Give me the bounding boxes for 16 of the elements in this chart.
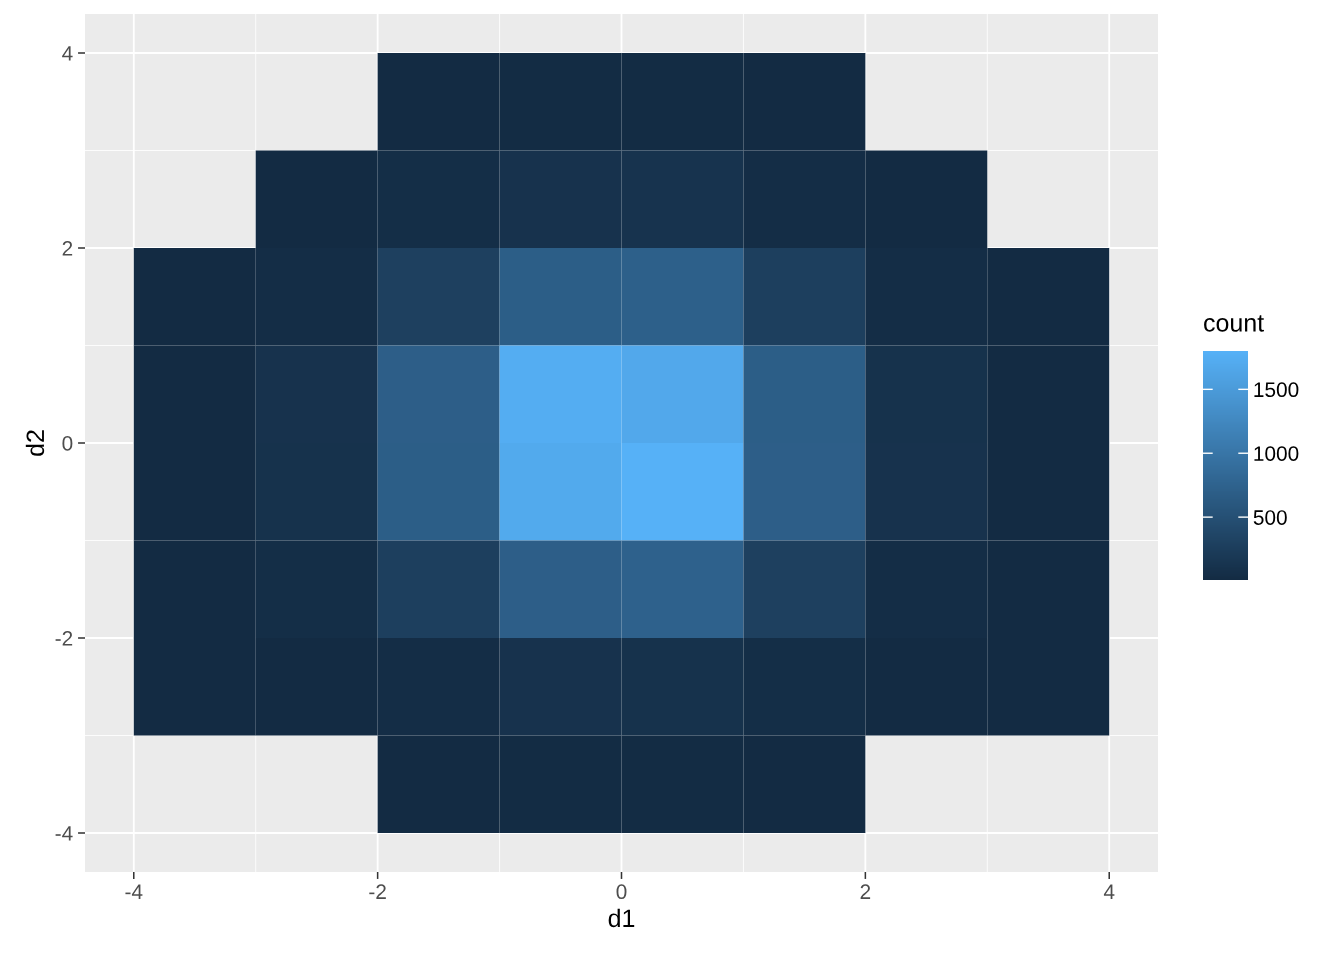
x-axis-title: d1 [608,908,635,928]
y-tick-label: 0 [62,436,73,451]
y-tick-label: -4 [55,826,73,841]
x-tick-label: 2 [860,884,871,899]
x-tick-label: -4 [125,884,143,899]
color-bar-label: 500 [1253,510,1287,525]
x-tick-label: 0 [616,884,627,900]
color-bar-label: 1000 [1254,446,1299,461]
color-bar-title: count [1204,315,1264,332]
y-tick-label: 4 [62,46,73,61]
y-tick-label: 2 [62,241,73,256]
y-tick-label: -2 [55,631,73,646]
y-axis-title: d2 [25,430,45,456]
x-tick-label: 4 [1103,884,1115,899]
color-bar-label: 1500 [1254,382,1299,398]
x-tick-label: -2 [369,884,386,899]
